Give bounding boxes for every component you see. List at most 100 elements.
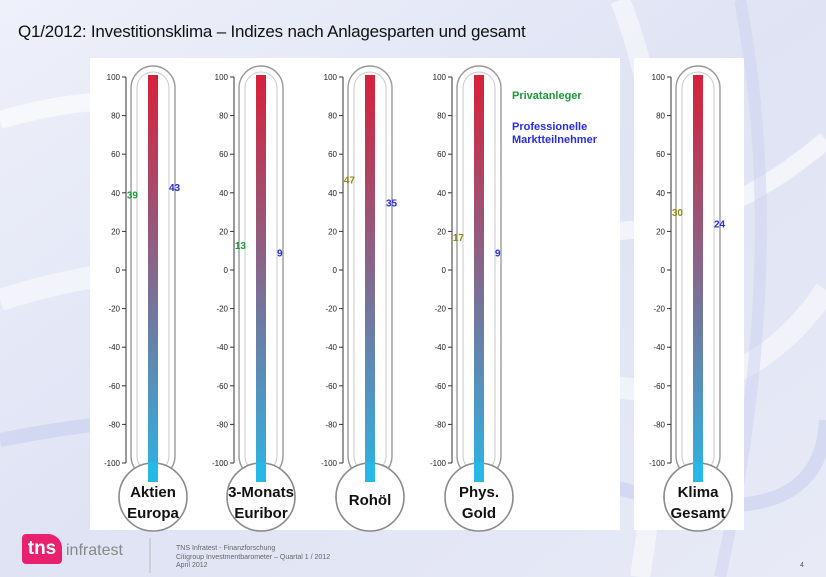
y-tick-label: 20 [656, 227, 665, 236]
value-professional: 43 [169, 183, 181, 194]
value-private: 39 [127, 191, 139, 202]
thermometer-tube [256, 75, 266, 491]
source-note: TNS Infratest - Finanzforschung Citigrou… [176, 545, 330, 571]
thermometer-tube-base [365, 462, 375, 482]
thermometer-tube [365, 75, 375, 491]
y-tick-label: -60 [653, 382, 665, 391]
chart-panel-total [634, 58, 744, 530]
y-tick-label: -60 [325, 382, 337, 391]
legend-professional-line2: Marktteilnehmer [512, 134, 597, 146]
y-tick-label: 0 [442, 266, 447, 275]
thermometer-tube-base [256, 462, 266, 482]
y-tick-label: 0 [224, 266, 229, 275]
y-tick-label: 20 [111, 227, 120, 236]
chart-panel-main [90, 58, 620, 530]
y-tick-label: 40 [111, 189, 120, 198]
y-tick-label: -100 [649, 459, 666, 468]
y-tick-label: 80 [219, 112, 228, 121]
source-line-2: Citigroup Investmentbarometer – Quartal … [176, 553, 331, 561]
source-line-1: TNS Infratest - Finanzforschung [176, 545, 276, 552]
tns-logo: tns [22, 534, 62, 564]
y-tick-label: 40 [437, 189, 446, 198]
value-professional: 35 [386, 198, 398, 209]
y-tick-label: 0 [116, 266, 121, 275]
thermometer-tube [693, 75, 703, 491]
category-label-line1: Aktien [130, 484, 176, 501]
y-tick-label: -20 [216, 305, 228, 314]
y-tick-label: 40 [656, 189, 665, 198]
category-label-line2: Euribor [234, 505, 287, 522]
y-tick-label: -40 [325, 343, 337, 352]
y-tick-label: -80 [216, 420, 228, 429]
y-tick-label: -40 [434, 343, 446, 352]
source-line-3: April 2012 [176, 562, 208, 569]
y-tick-label: 80 [328, 112, 337, 121]
y-tick-label: -20 [325, 305, 337, 314]
value-professional: 24 [714, 220, 726, 231]
page-title: Q1/2012: Investitionsklima – Indizes nac… [18, 22, 526, 41]
y-tick-label: 80 [437, 112, 446, 121]
y-tick-label: 60 [328, 150, 337, 159]
y-tick-label: 100 [324, 73, 338, 82]
y-tick-label: -60 [108, 382, 120, 391]
value-professional: 9 [495, 249, 501, 260]
y-tick-label: 80 [111, 112, 120, 121]
y-tick-label: -60 [434, 382, 446, 391]
value-private: 17 [453, 233, 465, 244]
y-tick-label: 100 [433, 73, 447, 82]
thermometer-tube-base [693, 462, 703, 482]
category-label-line1: Klima [678, 484, 720, 501]
y-tick-label: 60 [219, 150, 228, 159]
legend-private: Privatanleger [512, 90, 582, 102]
y-tick-label: 60 [656, 150, 665, 159]
y-tick-label: 40 [328, 189, 337, 198]
category-label-line2: Gold [462, 505, 496, 522]
category-label-line2: Europa [127, 505, 179, 522]
y-tick-label: -100 [321, 459, 338, 468]
y-tick-label: 40 [219, 189, 228, 198]
y-tick-label: -80 [434, 420, 446, 429]
y-tick-label: -80 [325, 420, 337, 429]
category-label-line1: Rohöl [349, 492, 392, 509]
footer-divider [149, 538, 151, 573]
y-tick-label: 20 [219, 227, 228, 236]
page-number: 4 [800, 562, 804, 569]
y-tick-label: 20 [328, 227, 337, 236]
y-tick-label: 0 [333, 266, 338, 275]
y-tick-label: -100 [430, 459, 447, 468]
category-label-line1: Phys. [459, 484, 499, 501]
value-professional: 9 [277, 249, 283, 260]
y-tick-label: -20 [434, 305, 446, 314]
thermometer-tube [474, 75, 484, 491]
legend-professional: Professionelle Marktteilnehmer [512, 121, 622, 147]
y-tick-label: -80 [653, 420, 665, 429]
y-tick-label: 60 [111, 150, 120, 159]
y-tick-label: 100 [652, 73, 666, 82]
thermometer-tube-base [148, 462, 158, 482]
y-tick-label: -40 [653, 343, 665, 352]
y-tick-label: -40 [216, 343, 228, 352]
thermometer-tube-base [474, 462, 484, 482]
value-private: 13 [235, 241, 247, 252]
y-tick-label: 60 [437, 150, 446, 159]
y-tick-label: 100 [215, 73, 229, 82]
value-private: 30 [672, 208, 684, 219]
tns-logo-text: infratest [66, 542, 123, 559]
category-label-line2: Gesamt [670, 505, 725, 522]
value-private: 47 [344, 175, 356, 186]
y-tick-label: -100 [104, 459, 121, 468]
y-tick-label: -20 [653, 305, 665, 314]
y-tick-label: 0 [661, 266, 666, 275]
y-tick-label: -80 [108, 420, 120, 429]
y-tick-label: 20 [437, 227, 446, 236]
y-tick-label: 80 [656, 112, 665, 121]
y-tick-label: -60 [216, 382, 228, 391]
thermometer-tube [148, 75, 158, 491]
y-tick-label: 100 [107, 73, 121, 82]
y-tick-label: -40 [108, 343, 120, 352]
y-tick-label: -100 [212, 459, 229, 468]
y-tick-label: -20 [108, 305, 120, 314]
category-label-line1: 3-Monats [228, 484, 294, 501]
legend-professional-line1: Professionelle [512, 121, 588, 133]
